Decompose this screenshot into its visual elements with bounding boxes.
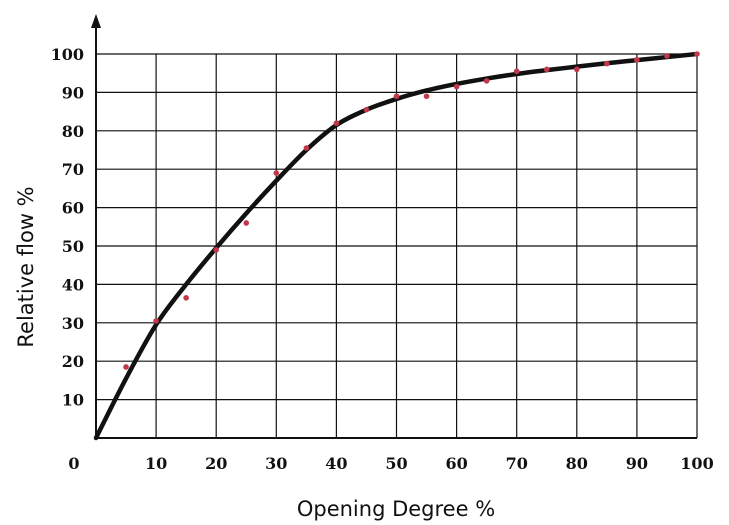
x-tick-labels: 0 10 20 30 40 50 60 70 80 90 100	[68, 454, 713, 473]
axes	[91, 14, 697, 439]
y-tick-label-10: 10	[62, 391, 84, 410]
x-axis-title: Opening Degree %	[297, 497, 495, 521]
measured-points	[123, 51, 700, 370]
data-point-10	[153, 318, 159, 324]
data-point-85	[604, 60, 610, 67]
data-point-25	[243, 220, 250, 226]
data-point-40	[333, 120, 340, 126]
y-axis-title: Relative flow %	[14, 186, 38, 347]
data-point-60	[453, 83, 460, 90]
data-point-50	[393, 93, 400, 100]
data-point-65	[483, 78, 490, 84]
y-tick-label-20: 20	[62, 352, 84, 371]
data-point-75	[543, 66, 550, 73]
grid	[96, 53, 698, 438]
y-tick-label-100: 100	[51, 45, 84, 64]
data-point-15	[183, 295, 189, 301]
data-point-45	[363, 106, 370, 113]
x-tick-label-10: 10	[145, 454, 167, 473]
x-tick-label-80: 80	[566, 454, 588, 473]
y-tick-label-70: 70	[62, 160, 84, 179]
x-tick-label-60: 60	[445, 454, 467, 473]
x-tick-label-20: 20	[205, 454, 227, 473]
y-tick-label-60: 60	[62, 199, 84, 218]
x-tick-label-100: 100	[680, 454, 713, 473]
x-tick-label-50: 50	[385, 454, 407, 473]
y-axis-arrow	[91, 14, 101, 28]
y-tick-label-40: 40	[62, 275, 84, 294]
data-point-90	[634, 56, 640, 63]
data-point-95	[664, 53, 670, 59]
x-tick-label-40: 40	[325, 454, 347, 473]
data-point-80	[574, 66, 580, 73]
data-point-35	[303, 145, 310, 151]
x-tick-label-90: 90	[626, 454, 648, 473]
x-tick-label-0: 0	[68, 454, 79, 473]
y-tick-labels: 10 20 30 40 50 60 70 80 90 100	[51, 45, 84, 410]
data-point-55	[423, 93, 430, 100]
data-point-100	[694, 51, 700, 57]
y-tick-label-90: 90	[62, 83, 84, 102]
y-tick-label-30: 30	[62, 314, 84, 333]
data-point-5	[123, 364, 129, 370]
y-tick-label-50: 50	[62, 237, 84, 256]
data-point-30	[273, 170, 280, 176]
x-tick-label-30: 30	[265, 454, 287, 473]
x-tick-label-70: 70	[506, 454, 528, 473]
data-point-20	[213, 247, 219, 253]
y-tick-label-80: 80	[62, 122, 84, 141]
data-point-70	[513, 68, 520, 75]
